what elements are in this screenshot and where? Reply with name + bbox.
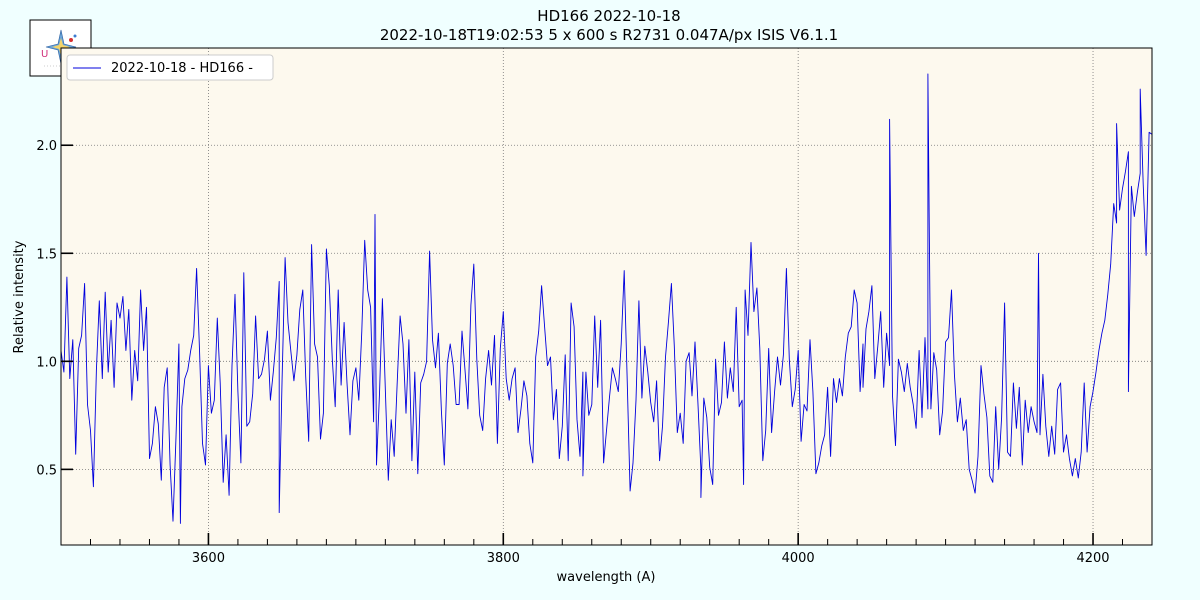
- y-axis-label: Relative intensity: [12, 240, 27, 353]
- plot-area: [61, 48, 1152, 545]
- x-tick-label: 3600: [192, 551, 225, 566]
- plot-frame: [60, 47, 1153, 546]
- chart-subtitle: 2022-10-18T19:02:53 5 x 600 s R2731 0.04…: [380, 26, 838, 44]
- x-tick-label: 4000: [782, 551, 815, 566]
- x-axis-ticks: 3600 3800 4000 4200: [60, 533, 1153, 566]
- legend-entry-label: 2022-10-18 - HD166 -: [111, 61, 253, 76]
- y-tick-label: 0.5: [36, 463, 57, 478]
- y-tick-label: 1.0: [36, 355, 57, 370]
- chart-title: HD166 2022-10-18: [537, 7, 680, 25]
- x-tick-label: 4200: [1076, 551, 1109, 566]
- grid-lines: [61, 48, 1152, 545]
- y-tick-label: 1.5: [36, 247, 57, 262]
- y-axis-ticks: 0.5 1.0 1.5 2.0: [36, 139, 73, 478]
- legend: 2022-10-18 - HD166 -: [66, 54, 274, 81]
- svg-text:U: U: [41, 49, 48, 60]
- x-axis-label: wavelength (A): [557, 570, 656, 585]
- x-tick-label: 3800: [487, 551, 520, 566]
- spectrum-line: [60, 73, 1153, 524]
- y-tick-label: 2.0: [36, 139, 57, 154]
